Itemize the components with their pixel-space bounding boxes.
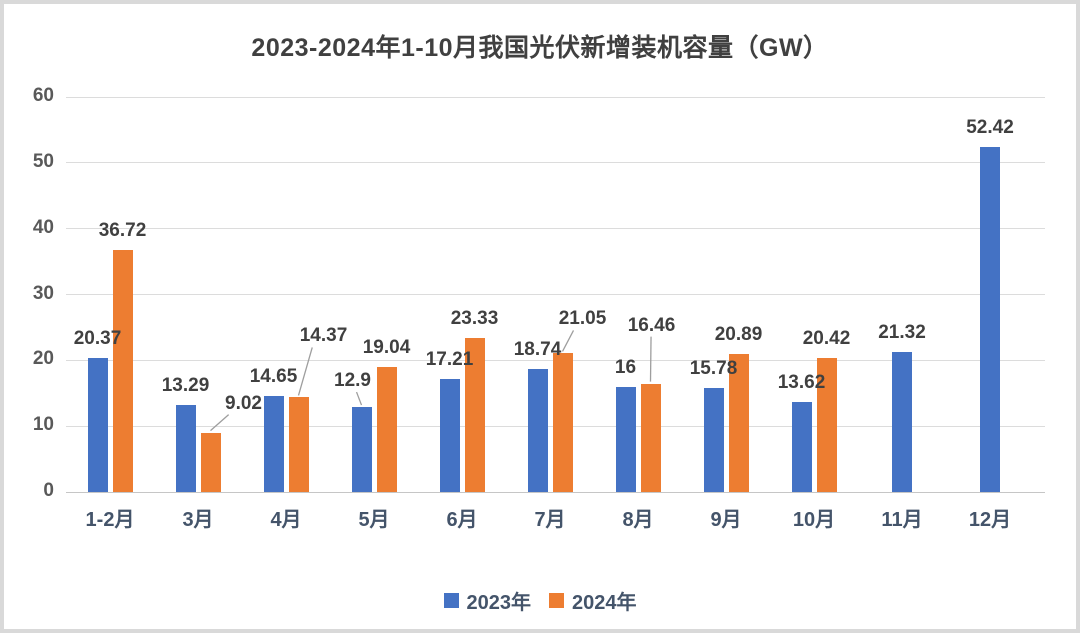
x-axis-label-cat2: 4月 xyxy=(270,509,302,531)
legend-swatch-icon xyxy=(443,593,459,608)
data-label-2023-cat9: 21.32 xyxy=(878,321,926,343)
y-axis-tick-10: 10 xyxy=(32,414,54,436)
data-label-2024-cat4: 23.33 xyxy=(450,308,499,330)
y-axis-tick-30: 30 xyxy=(32,282,54,304)
x-axis-label-cat1: 3月 xyxy=(182,509,214,531)
leader-line-2024-cat5 xyxy=(561,330,575,352)
bar-2023-cat7 xyxy=(703,388,724,492)
data-label-2023-cat2: 14.65 xyxy=(249,365,298,387)
leader-line-2024-cat2 xyxy=(297,347,313,396)
data-label-2023-cat10: 52.42 xyxy=(966,116,1014,138)
x-axis-label-cat8: 10月 xyxy=(792,509,836,531)
bar-2024-cat4 xyxy=(464,338,485,492)
bar-2024-cat1 xyxy=(200,432,221,492)
gridline-60 xyxy=(66,96,1045,98)
data-label-2024-cat5: 21.05 xyxy=(558,308,607,330)
x-axis-label-cat4: 6月 xyxy=(446,509,478,531)
bar-2023-cat9 xyxy=(892,351,912,492)
chart-title: 2023-2024年1-10月我国光伏新增装机容量（GW） xyxy=(251,34,829,62)
leader-line-2024-cat1 xyxy=(210,414,230,432)
bar-2024-cat5 xyxy=(552,353,573,492)
data-label-2023-cat3: 12.9 xyxy=(334,370,371,392)
data-label-2024-cat6: 16.46 xyxy=(627,314,676,336)
bar-2024-cat0 xyxy=(112,250,133,492)
data-label-2023-cat1: 13.29 xyxy=(161,374,210,396)
data-label-2023-cat5: 18.74 xyxy=(513,338,562,360)
bar-2024-cat3 xyxy=(376,366,397,492)
gridline-50 xyxy=(66,162,1045,164)
bar-2024-cat6 xyxy=(640,383,661,492)
data-label-2023-cat4: 17.21 xyxy=(425,348,474,370)
bar-2023-cat8 xyxy=(791,402,812,492)
data-label-2023-cat6: 16 xyxy=(614,356,637,378)
bar-2024-cat7 xyxy=(728,354,749,492)
x-axis-label-cat0: 1-2月 xyxy=(85,509,135,531)
x-axis-label-cat3: 5月 xyxy=(358,509,390,531)
y-axis-tick-50: 50 xyxy=(32,150,54,172)
data-label-2024-cat8: 20.42 xyxy=(802,327,851,349)
y-axis-tick-20: 20 xyxy=(32,348,54,370)
bar-2023-cat0 xyxy=(87,357,108,492)
legend-item-2024: 2024年 xyxy=(549,586,637,615)
chart-legend: 2023年 2024年 xyxy=(0,586,1080,615)
gridline-30 xyxy=(66,294,1045,295)
data-label-2024-cat7: 20.89 xyxy=(714,324,763,346)
bar-2023-cat1 xyxy=(175,404,196,492)
data-label-2024-cat1: 9.02 xyxy=(225,392,262,414)
bar-2024-cat8 xyxy=(816,357,837,492)
data-label-2024-cat0: 36.72 xyxy=(98,220,147,242)
x-axis-label-cat7: 9月 xyxy=(710,509,742,531)
bar-2023-cat6 xyxy=(615,386,636,492)
bar-2024-cat2 xyxy=(288,397,309,492)
data-label-2024-cat3: 19.04 xyxy=(362,336,411,358)
gridline-40 xyxy=(66,228,1045,230)
x-axis-label-cat5: 7月 xyxy=(534,509,566,531)
y-axis-tick-0: 0 xyxy=(43,480,54,501)
leader-line-2023-cat3 xyxy=(355,391,363,406)
legend-item-2023: 2023年 xyxy=(443,586,532,615)
data-label-2023-cat8: 13.62 xyxy=(777,372,826,394)
data-label-2023-cat7: 15.78 xyxy=(689,358,738,380)
data-label-2024-cat2: 14.37 xyxy=(299,325,348,347)
x-axis-label-cat6: 8月 xyxy=(622,509,654,531)
data-label-2023-cat0: 20.37 xyxy=(73,327,122,349)
legend-label: 2024年 xyxy=(572,592,637,614)
bar-2023-cat3 xyxy=(351,407,372,492)
legend-swatch-icon xyxy=(549,593,564,608)
x-axis-line xyxy=(66,491,1045,493)
y-axis-tick-60: 60 xyxy=(32,85,54,106)
bar-2023-cat4 xyxy=(439,378,460,492)
legend-label: 2023年 xyxy=(466,592,532,614)
y-axis-tick-40: 40 xyxy=(32,216,54,238)
bar-2023-cat5 xyxy=(527,368,548,492)
bar-2023-cat2 xyxy=(263,395,284,492)
x-axis-label-cat9: 11月 xyxy=(881,509,923,531)
bar-2023-cat10 xyxy=(980,146,1000,492)
x-axis-label-cat10: 12月 xyxy=(968,509,1012,531)
